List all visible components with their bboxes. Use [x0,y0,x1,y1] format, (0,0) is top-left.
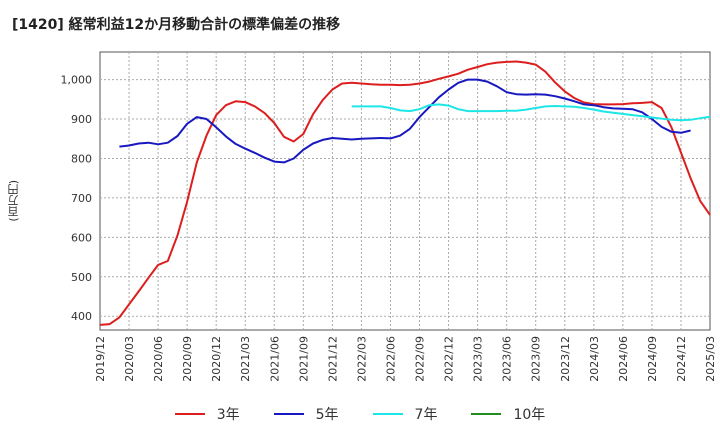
x-tick-label: 2022/03 [355,336,368,382]
y-tick-label: 1,000 [61,74,93,87]
x-tick-label: 2024/09 [646,336,659,382]
x-tick-label: 2021/06 [268,336,281,382]
legend-label: 5年 [315,407,339,423]
y-tick-labels: 400 500 600 700 800 900 1,000 [61,74,93,324]
x-tick-label: 2020/09 [181,336,194,382]
x-tick-label: 2022/09 [414,336,427,382]
x-tick-label: 2023/12 [559,336,572,382]
x-tick-label: 2021/03 [239,336,252,382]
x-tick-label: 2023/09 [530,336,543,382]
y-tick-label: 400 [71,310,92,323]
series-line-1 [119,78,691,164]
legend-item: 3年 [174,404,240,424]
legend-label: 3年 [216,407,240,423]
x-tick-label: 2022/12 [443,336,456,382]
legend-swatch [174,413,205,415]
legend-item: 7年 [372,404,438,424]
x-tick-label: 2023/06 [501,336,514,382]
x-tick-label: 2022/06 [384,336,397,382]
legend: 3年 5年 7年 10年 [0,404,720,424]
series-line-2 [351,103,711,122]
x-tick-label: 2020/03 [123,336,136,382]
legend-item: 5年 [273,404,339,424]
x-tick-label: 2024/12 [675,336,688,382]
legend-swatch [471,413,502,415]
x-tick-label: 2019/12 [94,336,107,382]
legend-swatch [273,413,304,415]
x-tick-label: 2023/03 [472,336,485,382]
y-tick-label: 500 [71,271,92,284]
legend-label: 7年 [414,407,438,423]
x-tick-label: 2020/06 [152,336,165,382]
x-tick-label: 2020/12 [210,336,223,382]
legend-label: 10年 [513,407,546,423]
plot-area [99,51,711,331]
grid-lines [100,52,710,330]
y-tick-label: 700 [71,192,92,205]
x-tick-label: 2021/12 [326,336,339,382]
y-tick-label: 600 [71,231,92,244]
x-tick-label: 2024/06 [617,336,630,382]
legend-swatch [372,413,403,415]
x-tick-label: 2021/09 [297,336,310,382]
legend-item: 10年 [471,404,545,424]
x-tick-labels: 2019/12 2020/03 2020/06 2020/09 2020/12 2021/… [94,336,717,382]
y-tick-label: 900 [71,113,92,126]
x-tick-label: 2025/03 [704,336,717,382]
chart-title: [1420] 経常利益12か月移動合計の標準偏差の推移 [12,17,341,33]
series-line-0 [99,60,711,326]
series-lines [99,60,711,326]
y-tick-label: 800 [71,152,92,165]
x-tick-label: 2024/03 [588,336,601,382]
